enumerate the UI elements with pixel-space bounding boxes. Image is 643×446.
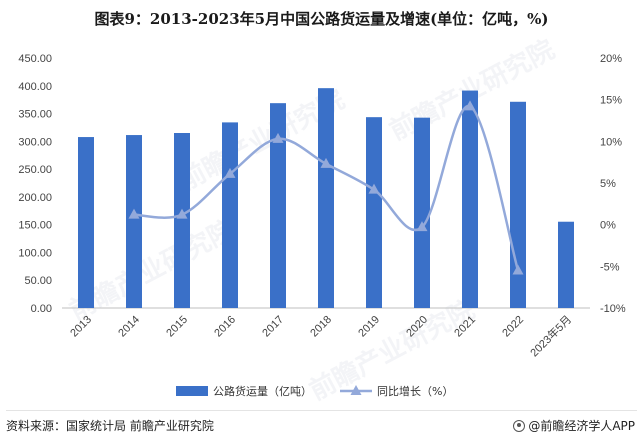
growth-point xyxy=(464,100,476,111)
bar xyxy=(414,117,430,309)
y-right-tick-label: -10% xyxy=(600,303,626,315)
legend-line-label: 同比增长（%） xyxy=(377,384,453,398)
x-tick-label: 2022 xyxy=(500,314,526,340)
y-left-tick-label: 200.00 xyxy=(18,192,52,204)
x-tick-label: 2020 xyxy=(404,314,430,340)
bar xyxy=(510,101,526,309)
bar xyxy=(462,90,478,308)
growth-point xyxy=(368,183,380,194)
bar xyxy=(78,137,94,308)
growth-point xyxy=(272,132,284,143)
y-right-tick-label: -5% xyxy=(600,261,620,273)
y-left-tick-label: 300.00 xyxy=(18,136,52,148)
y-right-tick-label: 20% xyxy=(600,53,622,65)
growth-point xyxy=(320,157,332,168)
chart: 0.00 50.00 100.00 150.00 200.00 250.00 300.00 3… xyxy=(18,53,626,398)
growth-point xyxy=(512,264,524,275)
x-tick-label: 2013 xyxy=(68,314,94,340)
legend-bar-label: 公路货运量（亿吨） xyxy=(213,384,312,398)
y-left-tick-label: 250.00 xyxy=(18,164,52,176)
x-tick-label: 2016 xyxy=(212,314,238,340)
x-tick-label: 2017 xyxy=(260,314,286,340)
y-left-tick-label: 150.00 xyxy=(18,220,52,232)
y-left-tick-label: 100.00 xyxy=(18,247,52,259)
x-tick-label: 2018 xyxy=(308,314,334,340)
growth-point xyxy=(224,167,236,178)
x-tick-label: 2014 xyxy=(116,314,142,340)
x-tick-label: 2019 xyxy=(356,314,382,340)
bar xyxy=(174,133,190,308)
bar xyxy=(270,103,286,309)
footer-divider xyxy=(6,410,637,411)
y-right-tick-label: 0% xyxy=(600,220,616,232)
chart-title: 图表9：2013-2023年5月中国公路货运量及增速(单位：亿吨，%) xyxy=(94,10,549,28)
y-right-tick-label: 5% xyxy=(600,178,616,190)
growth-point xyxy=(176,208,188,219)
x-tick-label: 2015 xyxy=(164,314,190,340)
brand-mark: @前瞻经济学人APP xyxy=(513,417,635,434)
brand-label: @前瞻经济学人APP xyxy=(528,419,635,433)
y-left-tick-label: 50.00 xyxy=(24,275,52,287)
legend-line-marker xyxy=(350,385,362,395)
y-left-tick-label: 0.00 xyxy=(31,303,52,315)
x-tick-label: 2023年5月 xyxy=(527,312,574,359)
y-left-tick-label: 450.00 xyxy=(18,53,52,65)
growth-point xyxy=(128,208,140,219)
bar xyxy=(318,88,334,309)
y-right-tick-label: 15% xyxy=(600,95,622,107)
x-tick-label: 2021 xyxy=(452,314,478,340)
y-right-tick-label: 10% xyxy=(600,136,622,148)
bar xyxy=(222,122,238,308)
bar xyxy=(366,117,382,309)
brand-logo-icon xyxy=(513,419,526,432)
legend-bar-swatch xyxy=(176,386,208,396)
growth-point xyxy=(416,221,428,232)
y-left-tick-label: 400.00 xyxy=(18,81,52,93)
y-left-tick-label: 350.00 xyxy=(18,109,52,121)
bar xyxy=(126,135,142,308)
bar xyxy=(558,221,574,308)
source-note: 资料来源：国家统计局 前瞻产业研究院 xyxy=(6,419,214,433)
